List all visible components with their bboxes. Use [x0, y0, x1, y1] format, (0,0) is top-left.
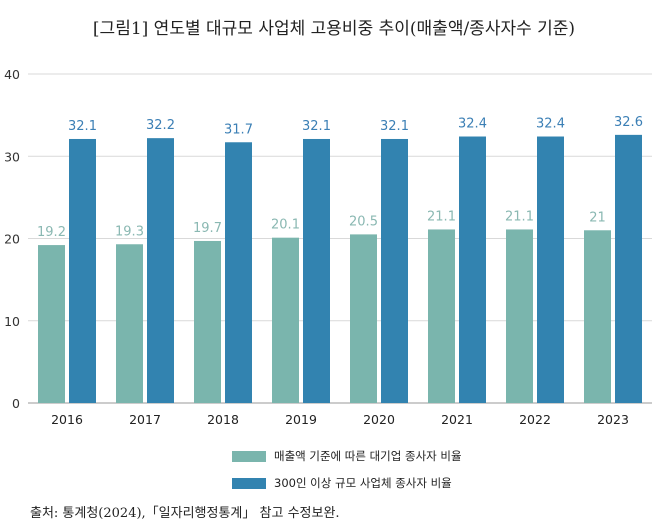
data-label: 21.1	[427, 209, 456, 224]
bar-series2-2017	[147, 138, 174, 403]
data-label: 21	[589, 210, 606, 225]
x-axis-ticks: 2016 2017 2018 2019 2020 2021 2022 2023	[51, 412, 629, 427]
data-label: 19.7	[193, 221, 222, 236]
legend-swatch-series1	[232, 450, 266, 462]
y-tick-label: 10	[4, 314, 20, 329]
legend-swatch-series2	[232, 477, 266, 489]
legend-label-series1: 매출액 기준에 따른 대기업 종사자 비율	[274, 449, 462, 463]
data-label: 32.6	[614, 115, 643, 130]
x-tick-label: 2023	[597, 412, 629, 427]
data-label: 32.1	[380, 119, 409, 134]
bar-series1-2023	[584, 230, 611, 403]
data-labels: 19.2 32.1 19.3 32.2 19.7 31.7 20.1 32.1 20.5 32.1…	[37, 115, 643, 240]
bar-series2-2022	[537, 136, 564, 403]
data-label: 32.4	[458, 117, 487, 132]
data-label: 19.3	[115, 224, 144, 239]
bar-series1-2016	[38, 245, 65, 403]
x-tick-label: 2016	[51, 412, 83, 427]
y-tick-label: 30	[4, 149, 20, 164]
bar-series1-2022	[506, 229, 533, 403]
y-axis-ticks: 0 10 20 30 40	[4, 67, 20, 411]
bar-series1-2017	[116, 244, 143, 403]
data-label: 32.4	[536, 117, 565, 132]
bar-series2-2018	[225, 142, 252, 403]
data-label: 31.7	[224, 122, 253, 137]
bar-series1-2019	[272, 237, 299, 403]
y-tick-label: 0	[12, 396, 20, 411]
y-tick-label: 40	[4, 67, 20, 82]
bar-series1-2020	[350, 234, 377, 403]
bars	[38, 134, 642, 404]
data-label: 19.2	[37, 225, 66, 240]
bar-series2-2016	[69, 138, 96, 404]
data-label: 32.1	[302, 119, 331, 134]
chart-title: [그림1] 연도별 대규모 사업체 고용비중 추이(매출액/종사자수 기준)	[92, 19, 576, 39]
data-label: 20.1	[271, 218, 300, 233]
x-tick-label: 2021	[441, 412, 473, 427]
bar-series1-2018	[194, 240, 221, 403]
source-note: 출처: 통계청(2024),「일자리행정통계」 참고 수정보완.	[30, 506, 340, 521]
y-tick-label: 20	[4, 232, 20, 247]
data-label: 21.1	[505, 209, 534, 224]
legend-label-series2: 300인 이상 규모 사업체 종사자 비율	[274, 476, 452, 490]
legend-item-series1: 매출액 기준에 따른 대기업 종사자 비율	[232, 448, 492, 464]
data-label: 32.2	[146, 118, 175, 133]
x-tick-label: 2019	[285, 412, 317, 427]
x-tick-label: 2020	[363, 412, 395, 427]
bar-series2-2023	[615, 134, 642, 404]
legend-item-series2: 300인 이상 규모 사업체 종사자 비율	[232, 475, 492, 491]
data-label: 32.1	[68, 119, 97, 134]
x-tick-label: 2022	[519, 412, 551, 427]
bar-series1-2021	[428, 229, 455, 403]
bar-series2-2020	[381, 138, 408, 404]
x-tick-label: 2018	[207, 412, 239, 427]
bar-series2-2021	[459, 136, 486, 403]
x-tick-label: 2017	[129, 412, 161, 427]
data-label: 20.5	[349, 214, 378, 229]
bar-series2-2019	[303, 138, 330, 404]
